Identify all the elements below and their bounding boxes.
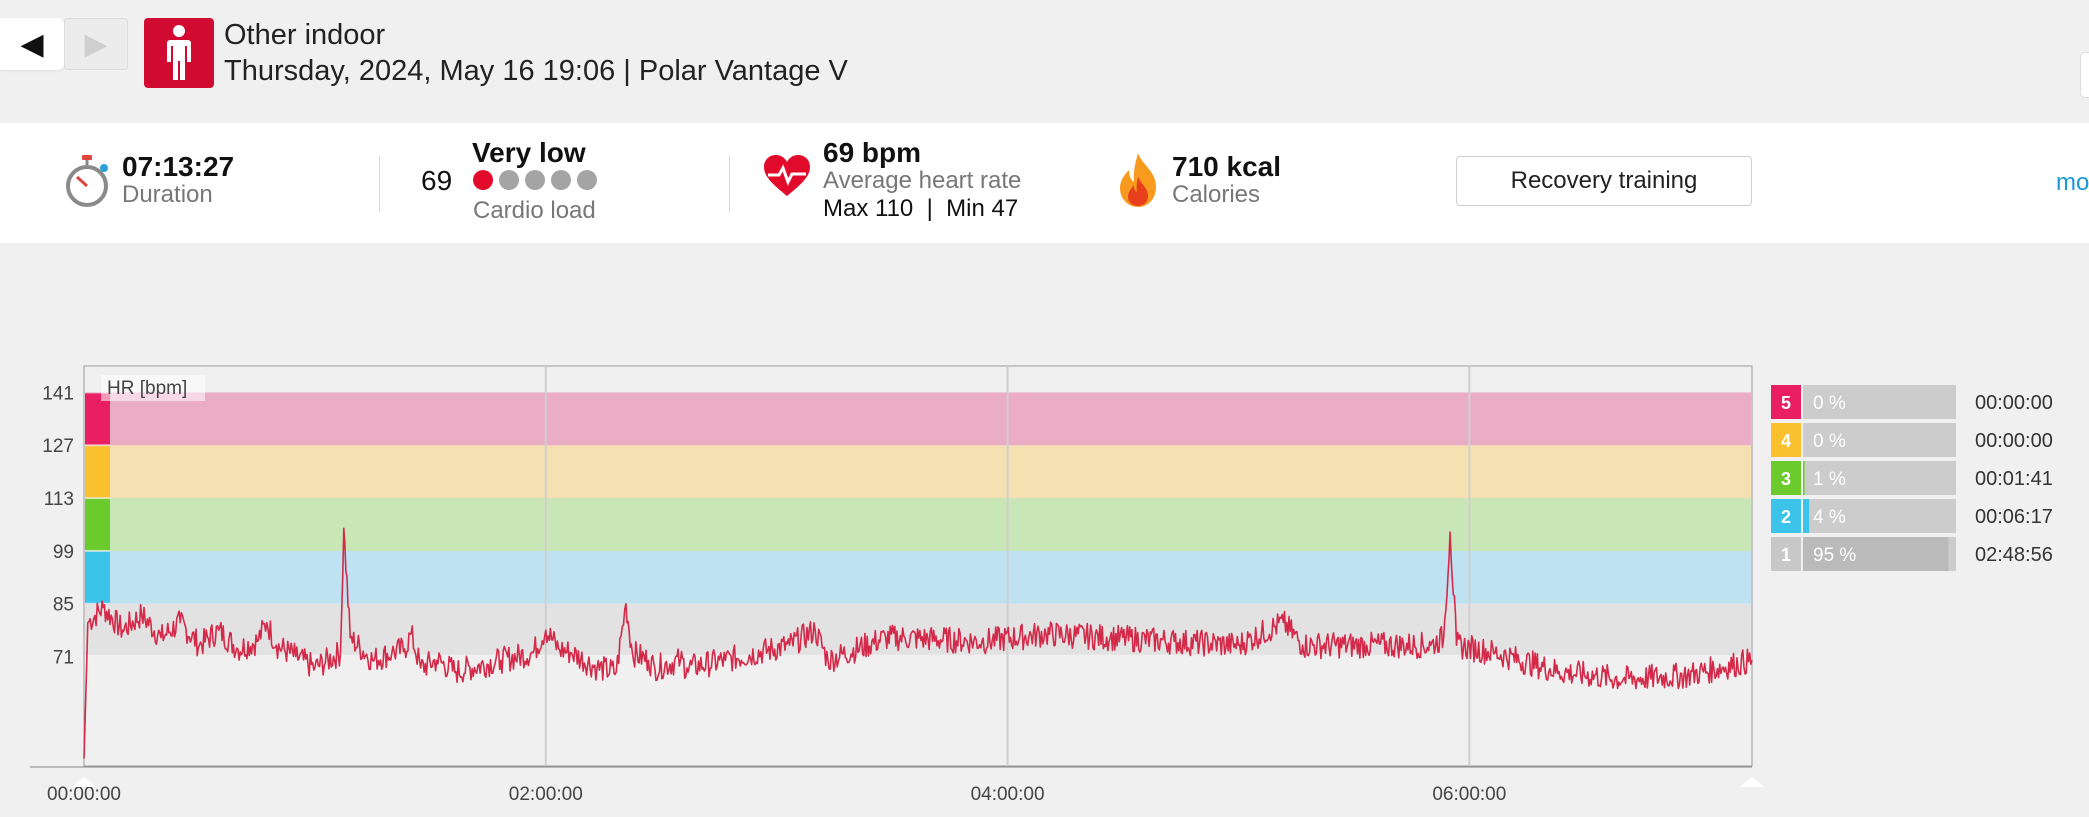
zone-5-marker [85,393,110,445]
zone-2-band [85,550,1751,604]
zone-1-bar-fill [1803,537,1949,571]
timeline-handle-left [72,777,96,787]
y-tick-label: 113 [44,489,74,510]
zone-4-marker [85,446,110,498]
timeline-handle-right [1740,777,1764,787]
y-tick-label: 127 [42,436,74,457]
zone-1-number: 1 [1781,545,1791,565]
series-label-box [101,375,205,401]
x-tick-label: 02:00:00 [509,784,583,805]
y-tick-label: 71 [53,648,74,669]
cardio-load-value: 69 [421,165,453,196]
zone-3-bar-bg [1803,461,1956,495]
chevron-left-icon: ◀ [20,27,44,61]
zone-2-number: 2 [1781,507,1791,527]
zone-5-band [85,392,1751,446]
zone-1-percent: 95 % [1813,545,1856,566]
y-tick-label: 99 [53,542,74,563]
more-link[interactable]: mo [2056,169,2089,196]
zone-2-marker [85,551,110,603]
y-tick-label: 85 [53,595,74,616]
zone-5-bar-bg [1803,385,1956,419]
zone-1-swatch [1771,537,1801,571]
zone-4-bar-bg [1803,423,1956,457]
person-standing-icon [144,18,214,88]
chevron-right-icon: ▶ [84,27,108,61]
zone-2-bar-fill [1803,499,1810,533]
cardio-load-dot [551,170,571,190]
side-panel-tab[interactable] [2080,52,2089,98]
zone-3-bar-fill [1803,461,1805,495]
summary-bar: 07:13:27 Duration 69 Very low Cardio loa… [0,123,2089,243]
heart-rate-chart: 00:00:00 02:00:00 04:00:00 06:00:0014112711… [30,365,2053,805]
zone-4-swatch [1771,423,1801,457]
zone-4-band [85,445,1751,499]
cardio-load-level: Very low [472,137,586,168]
y-tick-label: 141 [42,383,74,404]
stopwatch-icon [64,155,110,214]
hr-max-min: Max 110 | Min 47 [823,195,1019,222]
cardio-load-dot [499,170,519,190]
duration-value: 07:13:27 [122,151,235,182]
cardio-load-dot [577,170,597,190]
flame-icon [1118,153,1158,212]
zone-3-time: 00:01:41 [1975,468,2053,490]
zone-3-percent: 1 % [1813,469,1846,490]
x-tick-label: 04:00:00 [971,784,1045,805]
heart-icon [764,155,810,202]
duration-label: Duration [122,181,213,208]
x-tick-label: 06:00:00 [1432,784,1506,805]
series-label: HR [bpm] [107,378,187,399]
x-tick-label: 00:00:00 [47,784,121,805]
cardio-load-label: Cardio load [473,197,596,224]
cardio-load-dot [525,170,545,190]
calories-label: Calories [1172,181,1261,208]
zone-4-time: 00:00:00 [1975,430,2053,452]
calories-value: 710 kcal [1172,151,1281,182]
zone-5-number: 5 [1781,393,1791,413]
zone-3-marker [85,499,110,550]
zone-3-number: 3 [1781,469,1791,489]
zone-4-number: 4 [1781,431,1791,451]
zone-5-percent: 0 % [1813,393,1846,414]
zone-4-percent: 0 % [1813,431,1846,452]
zone-1-time: 02:48:56 [1975,544,2053,566]
previous-session-button[interactable]: ◀ [0,18,64,70]
cardio-load-dots [473,170,603,195]
hr-series-line [83,527,1753,759]
sport-name: Other indoor [224,19,386,51]
zone-3-swatch [1771,461,1801,495]
training-benefit-button[interactable]: Recovery training [1456,156,1752,206]
next-session-button[interactable]: ▶ [64,18,128,70]
zone-2-time: 00:06:17 [1975,506,2053,528]
session-info: Thursday, 2024, May 16 19:06 | Polar Van… [224,55,848,87]
divider [729,156,730,212]
zone-5-swatch [1771,385,1801,419]
zone-2-swatch [1771,499,1801,533]
zone-5-time: 00:00:00 [1975,392,2053,414]
zone-3-band [85,498,1751,551]
divider [379,156,380,212]
average-hr-value: 69 bpm [823,137,922,168]
cardio-load-dot [473,170,493,190]
average-hr-label: Average heart rate [823,167,1022,194]
zone-2-percent: 4 % [1813,507,1846,528]
zone-2-bar-bg [1803,499,1956,533]
